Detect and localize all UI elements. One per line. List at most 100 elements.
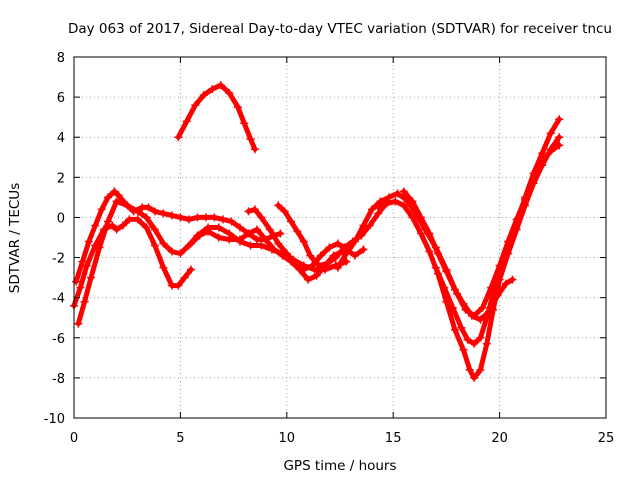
data-point [214,223,223,232]
data-point [291,259,300,268]
data-point [84,237,93,246]
data-point [118,221,127,230]
data-point [276,229,285,238]
x-tick-label: 5 [176,431,184,446]
data-point [184,215,193,224]
data-point [538,149,547,158]
data-point [359,245,368,254]
data-point [210,213,219,222]
data-point [440,283,449,292]
data-point [167,211,176,220]
data-point [306,251,315,260]
series-track-2 [72,187,285,286]
data-point [240,119,249,128]
data-point [333,263,342,272]
data-point [314,261,323,270]
series-track-10 [431,115,564,348]
data-point [110,187,119,196]
series-track-11 [174,81,259,154]
data-point [425,229,434,238]
data-point [408,197,417,206]
data-point [76,283,85,292]
y-tick-label: 2 [57,171,65,186]
data-point [299,265,308,274]
data-point [112,225,121,234]
data-point [470,339,479,348]
data-point [278,251,287,260]
data-point [142,213,151,222]
data-point [342,249,351,258]
data-point [80,297,89,306]
data-point [482,313,491,322]
data-point [82,261,91,270]
y-tick-label: -6 [52,332,65,347]
data-point [208,85,217,94]
series-track-9 [399,187,517,324]
data-point [187,265,195,274]
series-trace [188,227,345,283]
data-point [282,249,291,258]
data-point [225,89,234,98]
data-point [133,215,142,224]
data-point [250,145,259,154]
data-point [216,81,225,90]
data-point [104,217,112,226]
y-tick-label: -10 [44,412,65,427]
data-point [91,221,100,230]
y-tick-label: -2 [52,252,65,267]
series-trace [375,134,562,381]
y-tick-label: 4 [57,131,65,146]
data-point [180,273,189,282]
y-tick-label: 0 [57,211,65,226]
data-point [236,223,244,232]
y-tick-label: -8 [52,372,65,387]
data-point [159,239,168,248]
data-point [555,115,564,124]
data-point [280,207,289,216]
data-point [312,271,321,280]
data-point [467,311,476,320]
data-point [325,243,334,252]
data-point [144,203,153,212]
data-point [431,263,440,272]
data-marks [70,81,564,382]
series-trace [73,188,283,285]
data-point [174,133,183,142]
data-point [416,213,425,222]
data-point [359,221,368,230]
data-point [159,263,168,272]
data-point [504,245,513,254]
data-point [299,237,308,246]
data-point [174,281,183,290]
data-point [450,285,459,294]
data-point [125,215,134,224]
data-point [350,237,359,246]
data-point [182,117,191,126]
data-point [199,91,208,100]
data-point [150,225,159,234]
data-point [244,229,253,238]
data-point [382,199,391,208]
data-point [167,247,176,256]
data-point [470,373,479,382]
data-point [555,133,564,142]
data-point [142,223,151,232]
x-tick-label: 25 [598,431,615,446]
data-point [274,239,283,248]
data-point [133,207,142,216]
data-point [416,229,425,238]
data-point [448,303,457,312]
plot-frame [73,56,607,419]
data-point [521,193,530,202]
data-point [495,267,504,276]
data-point [476,365,485,374]
data-point [350,251,359,260]
data-point [225,235,234,244]
data-point [236,235,244,244]
data-point [72,277,81,286]
data-point [459,299,468,308]
data-point [219,215,227,224]
data-point [367,205,376,214]
data-point [227,217,236,226]
data-point [257,241,266,250]
